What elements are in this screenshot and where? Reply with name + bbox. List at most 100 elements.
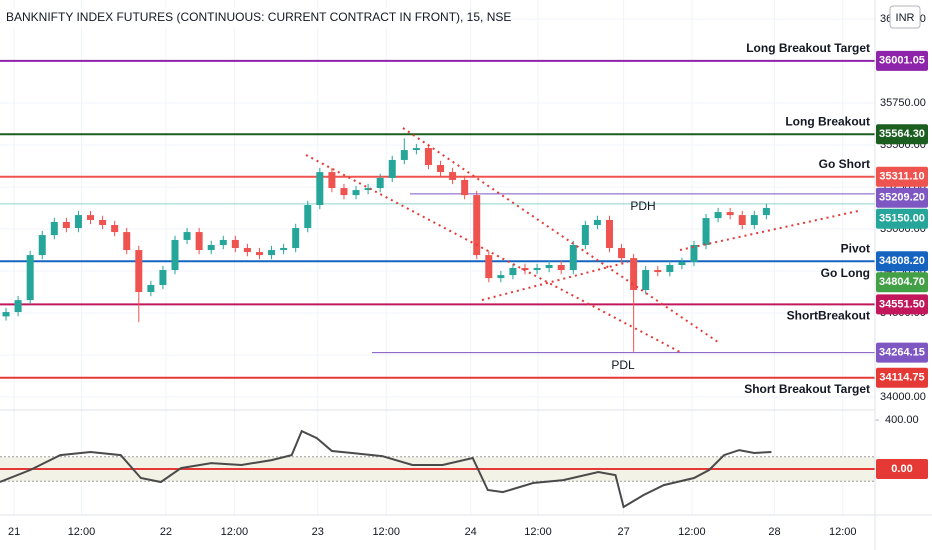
- candle-body: [26, 255, 34, 301]
- candle-body: [545, 264, 553, 269]
- level-name: Short Breakout Target: [744, 382, 870, 396]
- value-label: 34808.20: [879, 255, 925, 267]
- candle-body: [74, 215, 82, 229]
- value-label-bg: [876, 187, 928, 208]
- trend-lines: [305, 127, 859, 353]
- value-label: 36001.05: [879, 55, 925, 67]
- candle-body: [690, 244, 698, 262]
- candle-body: [135, 250, 143, 293]
- indicator-pane: [0, 419, 879, 509]
- candle-body: [328, 172, 336, 189]
- candle-body: [2, 312, 10, 317]
- candle-body: [642, 270, 650, 291]
- candle-body: [99, 219, 107, 225]
- x-tick-label: 24: [465, 526, 477, 538]
- x-tick-label: 12:00: [372, 526, 400, 538]
- candle-body: [280, 248, 288, 251]
- candle-body: [521, 268, 529, 271]
- currency-button[interactable]: [889, 5, 921, 29]
- candle-body: [557, 264, 565, 271]
- candle-body: [678, 261, 686, 265]
- level-name: PDL: [611, 358, 635, 372]
- candle-body: [424, 148, 432, 166]
- x-tick-label: 12:00: [221, 526, 249, 538]
- value-label-bg: [876, 367, 928, 388]
- value-label-bg: [876, 50, 928, 71]
- x-tick-label: 22: [160, 526, 172, 538]
- value-label-bg: [876, 459, 928, 480]
- value-label: 34551.50: [879, 298, 925, 310]
- candle-body: [292, 228, 300, 249]
- candle-body: [605, 219, 613, 249]
- candle-body: [219, 239, 227, 245]
- candle-body: [268, 250, 276, 256]
- candle-body: [195, 232, 203, 251]
- y-tick-label: 34000.00: [880, 391, 926, 403]
- value-label: 35564.30: [879, 128, 925, 140]
- level-name: ShortBreakout: [787, 309, 870, 323]
- x-tick-label: 12:00: [678, 526, 706, 538]
- trend-line: [305, 154, 681, 353]
- candle-body: [388, 159, 396, 178]
- x-tick-label: 12:00: [524, 526, 552, 538]
- level-name: Pivot: [841, 241, 870, 255]
- candle-body: [123, 232, 131, 251]
- candle-body: [400, 150, 408, 160]
- trend-line: [679, 210, 859, 251]
- candle-body: [569, 244, 577, 271]
- candle-body: [412, 148, 420, 151]
- candle-body: [207, 244, 215, 251]
- value-label: 0.00: [891, 463, 912, 475]
- candle-body: [171, 239, 179, 271]
- value-label-bg: [876, 208, 928, 229]
- candle-body: [449, 172, 457, 180]
- value-label-bg: [876, 342, 928, 363]
- title-bg: [3, 8, 403, 28]
- candle-body: [243, 248, 251, 253]
- candle-body: [159, 270, 167, 285]
- value-label: 35209.20: [879, 192, 925, 204]
- candle-body: [618, 248, 626, 259]
- candle-body: [666, 264, 674, 273]
- candle-body: [38, 235, 46, 256]
- x-tick-label: 21: [8, 526, 20, 538]
- candle-body: [340, 188, 348, 196]
- price-pane: [0, 59, 875, 379]
- candle-body: [738, 215, 746, 225]
- value-label-bg: [876, 166, 928, 187]
- candle-body: [593, 219, 601, 225]
- x-tick-label: 23: [312, 526, 324, 538]
- value-label: 34114.75: [879, 372, 924, 384]
- indicator-line: [0, 429, 772, 509]
- value-label: 34804.70: [879, 276, 925, 288]
- value-label-bg: [876, 294, 928, 315]
- candle-body: [726, 212, 734, 216]
- value-label-bg: [876, 272, 928, 293]
- candle-body: [461, 179, 469, 196]
- value-label-bg: [876, 124, 928, 145]
- candle-body: [255, 252, 263, 256]
- level-name: PDH: [630, 199, 655, 213]
- candle-body: [533, 268, 541, 271]
- candle-body: [14, 300, 22, 313]
- x-tick-label: 28: [768, 526, 780, 538]
- currency[interactable]: INR: [896, 12, 915, 24]
- candle-body: [714, 212, 722, 219]
- candle-body: [352, 190, 360, 196]
- candle-body: [62, 221, 70, 229]
- candle-body: [376, 177, 384, 189]
- candle-body: [87, 215, 95, 220]
- candle-body: [364, 188, 372, 191]
- candle-body: [183, 232, 191, 240]
- trend-line: [481, 261, 629, 301]
- level-name: Long Breakout: [785, 114, 870, 128]
- x-tick-label: 12:00: [68, 526, 96, 538]
- x-tick-label: 27: [617, 526, 629, 538]
- candle-body: [509, 268, 517, 276]
- y-tick-label: 35750.00: [880, 97, 926, 109]
- candle-body: [147, 284, 155, 293]
- chart-title: BANKNIFTY INDEX FUTURES (CONTINUOUS: CUR…: [6, 10, 511, 24]
- level-name: Go Short: [819, 157, 870, 171]
- value-label: 34264.15: [879, 347, 925, 359]
